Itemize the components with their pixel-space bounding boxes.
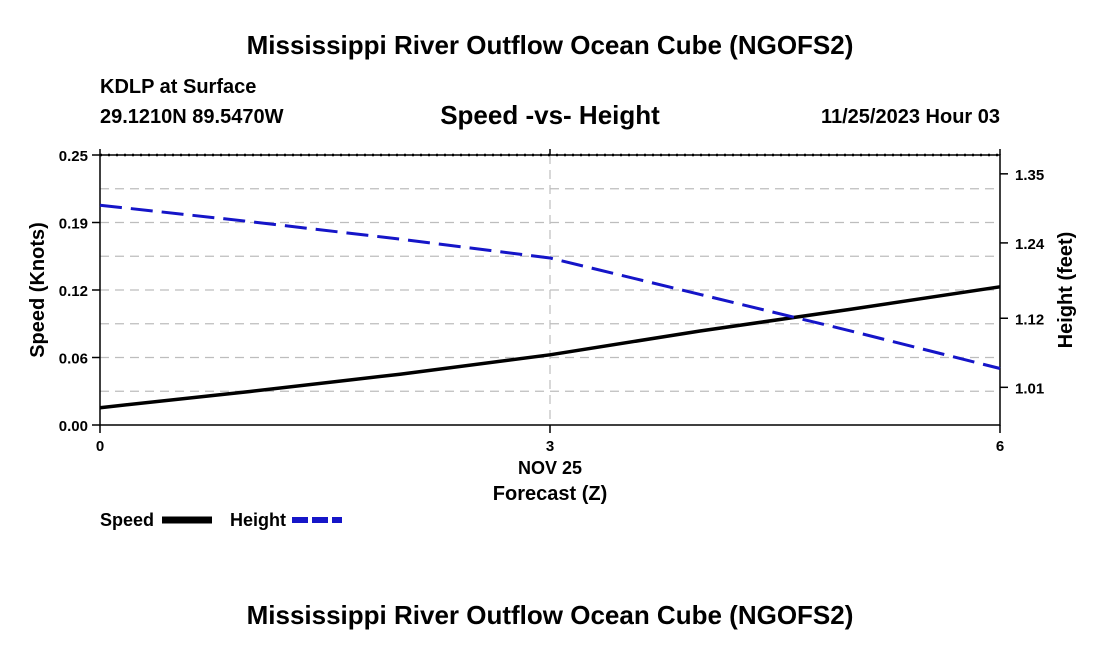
x-axis-title: Forecast (Z): [493, 483, 607, 505]
y2-tick-label: 1.12: [1015, 311, 1044, 328]
grid-layer: [100, 153, 1000, 425]
station-coordinates: 29.1210N 89.5470W: [100, 106, 284, 128]
x-tick-label: 3: [546, 438, 554, 455]
series-layer: [99, 203, 1001, 410]
x-tick-label: 0: [96, 438, 104, 455]
y2-tick-label: 1.35: [1015, 167, 1044, 184]
speed-series-line: [99, 285, 1001, 410]
legend: Speed Height: [100, 510, 342, 530]
tick-layer: 0.00 0.06 0.12 0.19 0.25 1.01 1.12 1.24 1.35 0 3 6: [59, 148, 1045, 455]
x-date-label: NOV 25: [518, 458, 582, 478]
y-tick-label: 0.19: [59, 216, 88, 233]
y2-axis-title: Height (feet): [1055, 232, 1077, 349]
main-title: Mississippi River Outflow Ocean Cube (NG…: [246, 30, 854, 60]
y-tick-label: 0.00: [59, 418, 88, 435]
y-tick-label: 0.06: [59, 351, 88, 368]
y2-tick-label: 1.24: [1015, 236, 1045, 253]
forecast-datetime: 11/25/2023 Hour 03: [820, 106, 1000, 128]
x-tick-label: 6: [996, 438, 1004, 455]
legend-speed-label: Speed: [100, 510, 154, 530]
height-series-line: [99, 203, 1001, 370]
footer-title: Mississippi River Outflow Ocean Cube (NG…: [246, 600, 854, 630]
y-tick-label: 0.25: [59, 148, 88, 165]
y2-tick-label: 1.01: [1015, 380, 1044, 397]
chart-subtitle: Speed -vs- Height: [440, 100, 660, 130]
y-tick-label: 0.12: [59, 283, 88, 300]
y-axis-title: Speed (Knots): [27, 222, 49, 358]
station-label: KDLP at Surface: [100, 76, 257, 98]
legend-height-label: Height: [230, 510, 286, 530]
